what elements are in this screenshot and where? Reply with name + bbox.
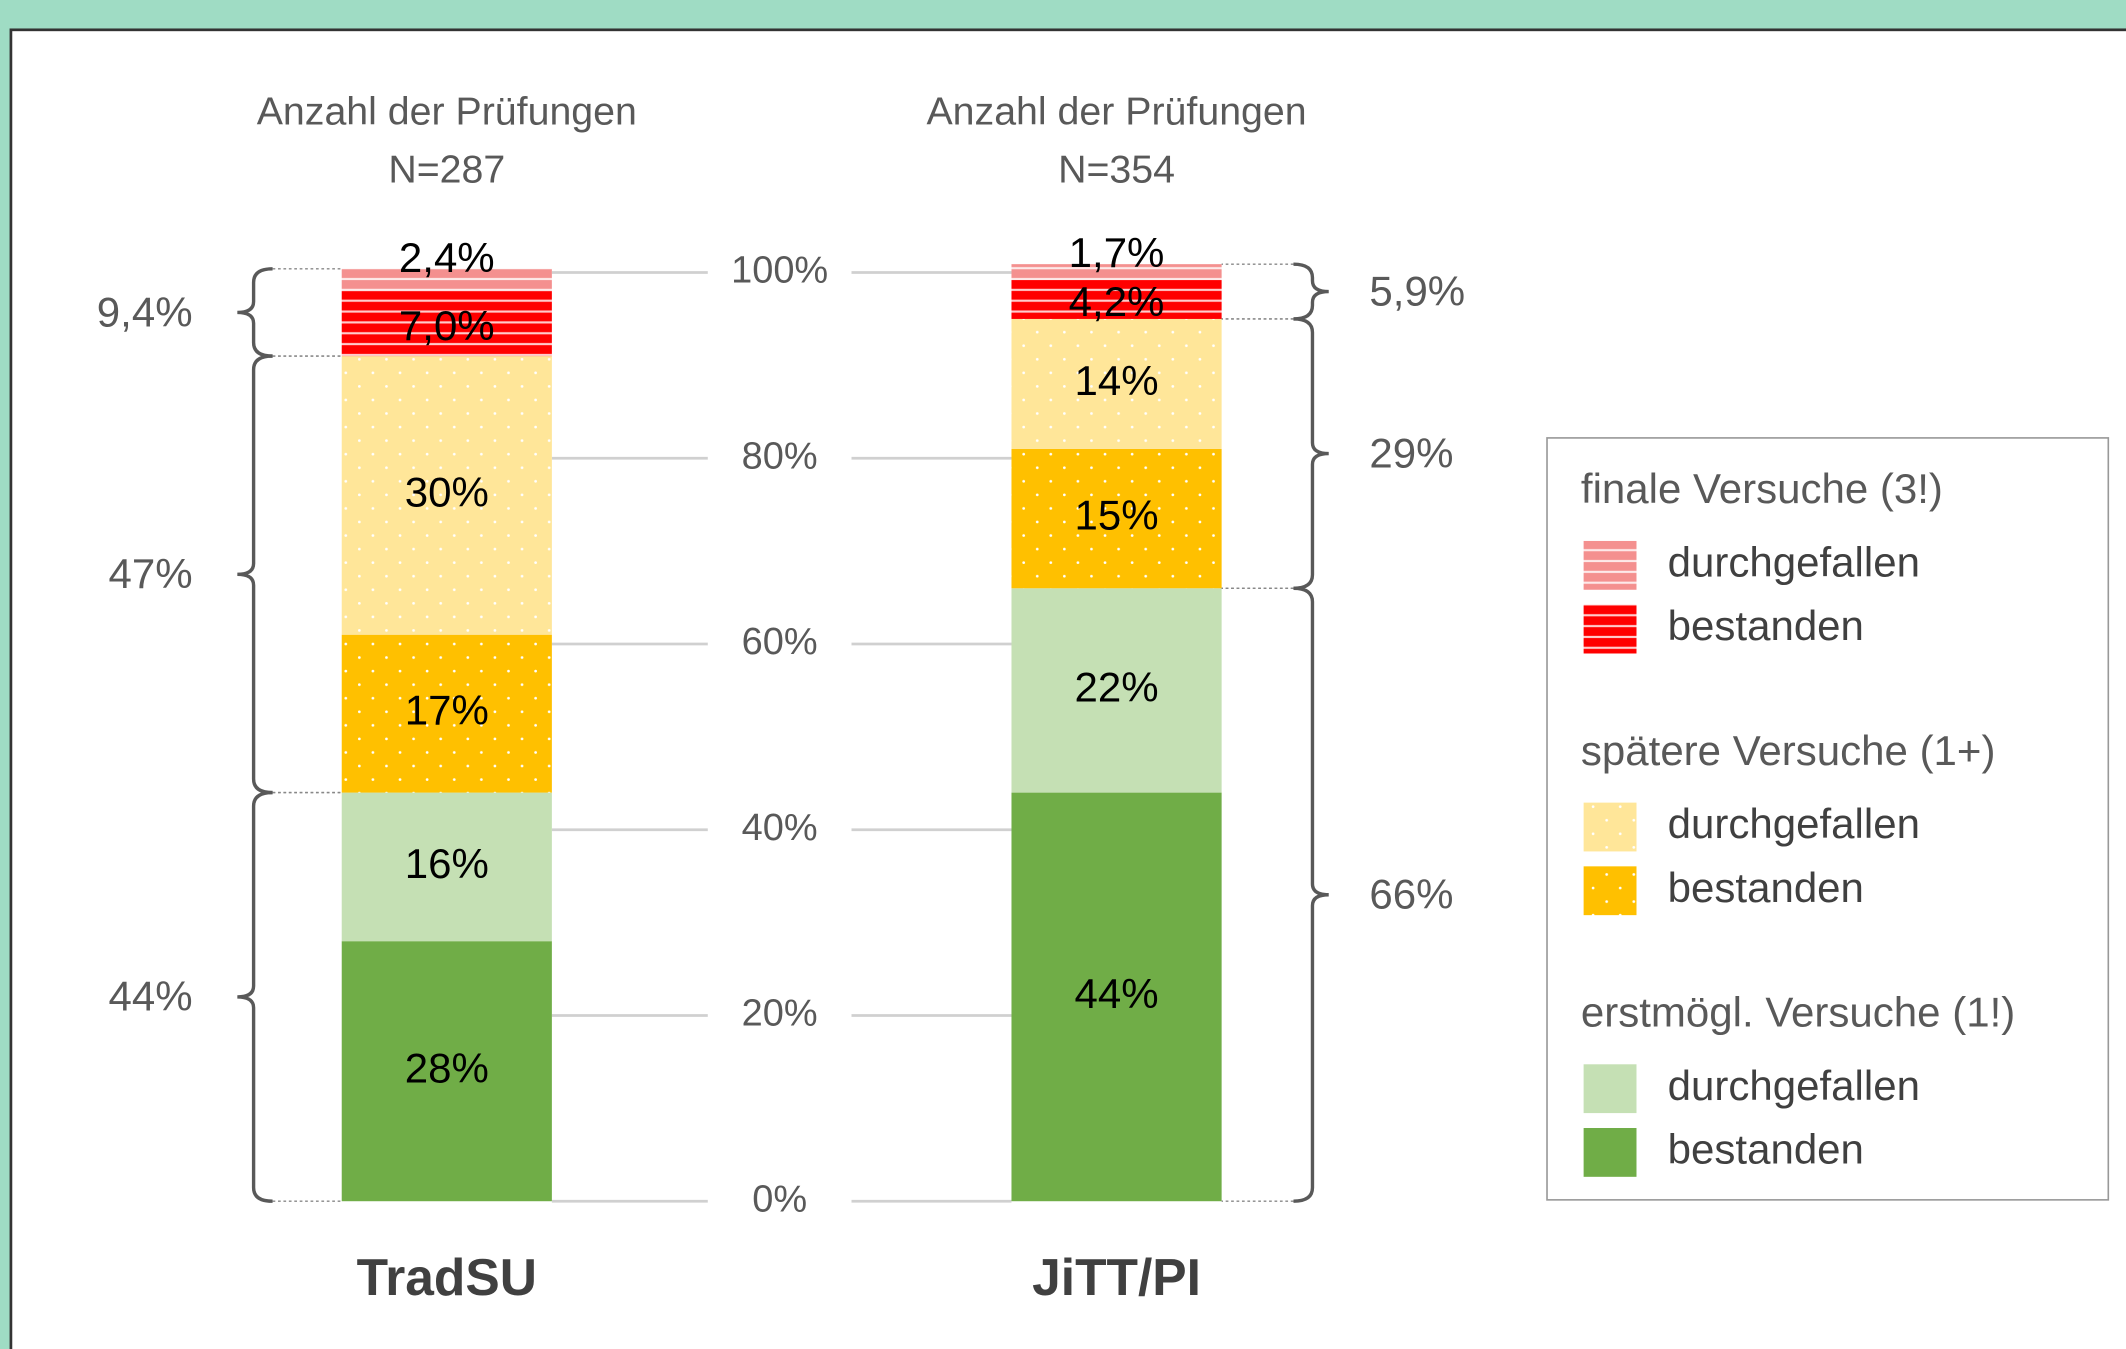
bracket [237, 354, 273, 795]
bracket [1293, 262, 1329, 321]
value-label: 2,4% [399, 234, 495, 281]
value-label: 15% [1075, 492, 1159, 539]
bracket-label: 66% [1369, 871, 1453, 918]
bar-segment [1011, 279, 1222, 319]
y-tick-label: 20% [742, 993, 818, 1035]
y-tick-label: 40% [742, 807, 818, 849]
bar-segment [1011, 792, 1222, 1202]
legend-swatch [1583, 802, 1637, 852]
bar-segment [341, 291, 552, 357]
bar-segment [1011, 588, 1222, 793]
bracket [1293, 317, 1329, 590]
bar-segment [341, 941, 552, 1202]
bracket-label: 5,9% [1369, 267, 1465, 314]
value-label: 17% [405, 687, 489, 734]
category-subtitle: N=354 [1058, 148, 1175, 192]
legend-swatch [1583, 1128, 1637, 1177]
bracket [237, 267, 273, 358]
value-label: 28% [405, 1044, 489, 1091]
value-label: 4,2% [1069, 278, 1165, 325]
bar-segment [341, 792, 552, 942]
legend-box [1546, 437, 2110, 1201]
legend-title: spätere Versuche (1+) [1581, 727, 1996, 774]
bar-segment [1011, 264, 1222, 280]
value-label: 30% [405, 468, 489, 515]
value-label: 22% [1075, 664, 1159, 711]
legend-swatch [1583, 604, 1637, 654]
legend-title: finale Versuche (3!) [1581, 465, 1943, 512]
legend-label: durchgefallen [1668, 1062, 1920, 1109]
value-label: 1,7% [1069, 229, 1165, 276]
y-tick-label: 60% [742, 621, 818, 663]
bar-segment [341, 356, 552, 635]
legend-swatch [1583, 1064, 1637, 1114]
legend-label: bestanden [1668, 1126, 1864, 1173]
legend-label: bestanden [1668, 864, 1864, 911]
bracket-label: 44% [108, 973, 192, 1020]
legend-title: erstmögl. Versuche (1!) [1581, 989, 2015, 1036]
bracket-label: 47% [108, 550, 192, 597]
y-tick-label: 80% [742, 435, 818, 477]
value-label: 14% [1075, 357, 1159, 404]
legend-label: bestanden [1668, 602, 1864, 649]
bar-segment [1011, 318, 1222, 449]
value-label: 44% [1075, 970, 1159, 1017]
value-label: 16% [405, 840, 489, 887]
y-tick-label: 0% [752, 1178, 807, 1220]
category-label: TradSU [357, 1248, 537, 1306]
category-label: JiTT/PI [1032, 1248, 1201, 1306]
bracket [1293, 586, 1329, 1203]
legend-swatch [1583, 540, 1637, 590]
bracket-label: 9,4% [97, 288, 193, 335]
bracket-label: 29% [1369, 429, 1453, 476]
category-subtitle: N=287 [388, 148, 505, 192]
value-label: 7,0% [399, 302, 495, 349]
bracket [237, 790, 273, 1203]
y-tick-label: 100% [731, 250, 828, 292]
legend-swatch [1583, 866, 1637, 916]
bar-segment [341, 634, 552, 793]
category-subtitle: Anzahl der Prüfungen [926, 89, 1306, 133]
legend-label: durchgefallen [1668, 800, 1920, 847]
legend-label: durchgefallen [1668, 538, 1920, 585]
bar-segment [1011, 448, 1222, 589]
category-subtitle: Anzahl der Prüfungen [257, 89, 637, 133]
bar-segment [341, 268, 552, 292]
